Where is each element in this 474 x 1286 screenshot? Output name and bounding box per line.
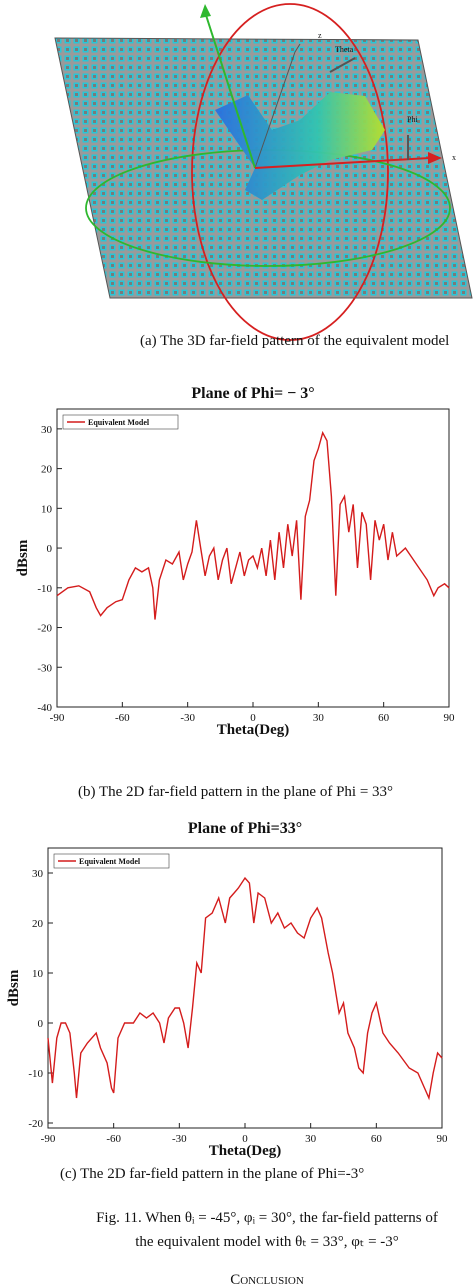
y-tick-label: -10 <box>28 1068 43 1080</box>
y-tick-label: -30 <box>37 662 52 674</box>
section-heading: Conclusion <box>230 1272 304 1286</box>
y-tick-label: -10 <box>37 583 52 595</box>
caption-b: (b) The 2D far-field pattern in the plan… <box>78 784 393 800</box>
x-tick-label: -90 <box>50 712 65 724</box>
series-line <box>47 876 443 1101</box>
x-tick-label: 0 <box>250 712 256 724</box>
fig-caption-line: Fig. 11. When θᵢ = -45°, φᵢ = 30°, the f… <box>96 1210 438 1226</box>
y-tick-label: 10 <box>41 503 53 515</box>
y-tick-label: -20 <box>28 1118 43 1130</box>
x-tick-label: 60 <box>378 712 390 724</box>
legend-label: Equivalent Model <box>88 418 150 427</box>
y-tick-label: 0 <box>47 543 53 555</box>
x-tick-label: 30 <box>313 712 325 724</box>
legend-box <box>62 414 179 430</box>
plot-frame <box>47 847 443 1129</box>
fig-caption-line: the equivalent model with θₜ = 33°, φₜ =… <box>135 1234 399 1250</box>
y-axis-label: dBsm <box>15 539 31 576</box>
y-axis-label: dBsm <box>6 969 22 1006</box>
y-tick-label: 20 <box>32 918 44 930</box>
x-tick-label: -60 <box>115 712 130 724</box>
y-tick-label: 20 <box>41 464 53 476</box>
legend-box <box>53 853 170 869</box>
x-tick-label: -60 <box>106 1133 121 1145</box>
caption-a: (a) The 3D far-field pattern of the equi… <box>140 333 449 349</box>
chart-title: Plane of Phi=33° <box>188 820 302 837</box>
chart-title: Plane of Phi= − 3° <box>191 385 314 402</box>
x-axis-label: Theta(Deg) <box>217 722 289 738</box>
x-tick-label: -30 <box>180 712 195 724</box>
series-line <box>56 430 450 620</box>
phi-label: Phi <box>407 115 418 124</box>
axis-x-label: x <box>452 153 456 162</box>
far-field-3d-image: z Theta Phi x <box>54 3 473 341</box>
axis-z-label: z <box>318 31 322 40</box>
x-axis-label: Theta(Deg) <box>209 1143 281 1159</box>
caption-c: (c) The 2D far-field pattern in the plan… <box>60 1166 364 1182</box>
y-tick-label: -20 <box>37 623 52 635</box>
y-tick-label: 30 <box>41 424 53 436</box>
x-tick-label: 30 <box>305 1133 317 1145</box>
y-tick-label: 30 <box>32 868 44 880</box>
x-tick-label: -90 <box>41 1133 56 1145</box>
y-tick-label: 10 <box>32 968 44 980</box>
x-tick-label: 90 <box>437 1133 449 1145</box>
y-tick-label: -40 <box>37 702 52 714</box>
x-tick-label: -30 <box>172 1133 187 1145</box>
x-tick-label: 0 <box>242 1133 248 1145</box>
x-tick-label: 90 <box>444 712 456 724</box>
legend-label: Equivalent Model <box>79 857 141 866</box>
x-tick-label: 60 <box>371 1133 383 1145</box>
y-tick-label: 0 <box>38 1018 44 1030</box>
theta-label: Theta <box>335 45 354 54</box>
